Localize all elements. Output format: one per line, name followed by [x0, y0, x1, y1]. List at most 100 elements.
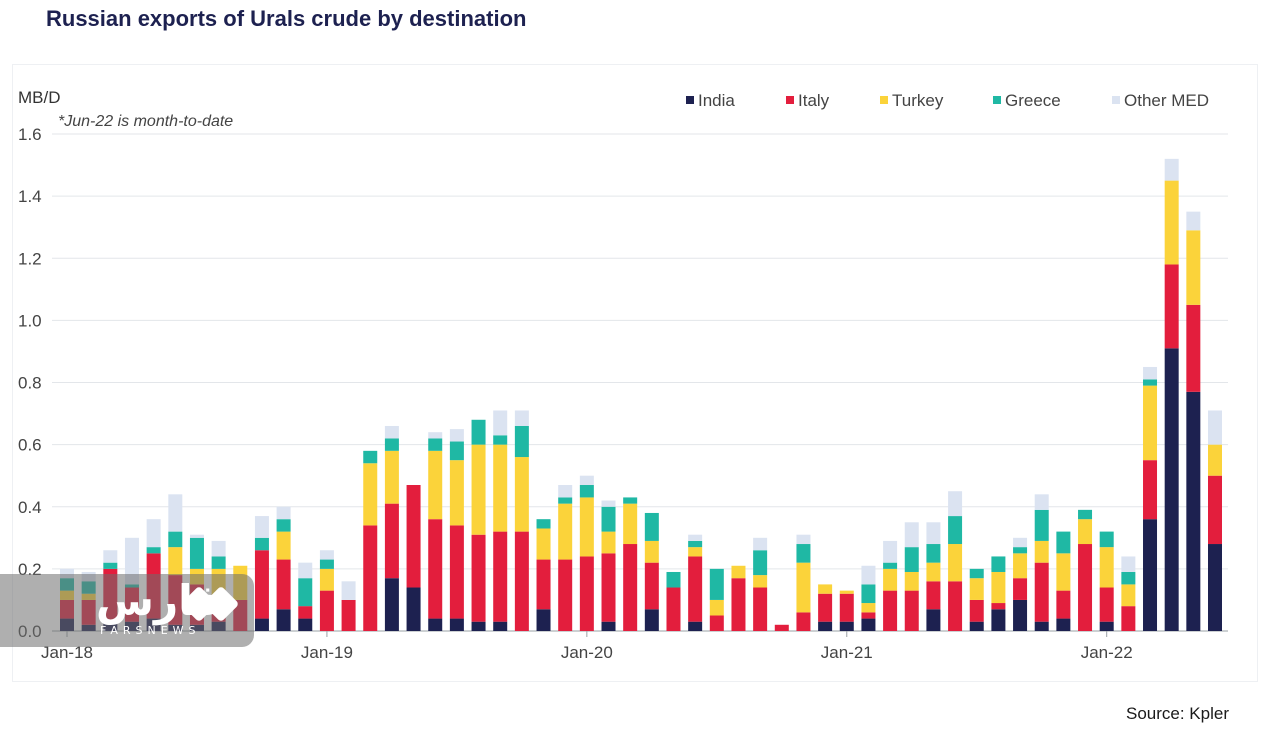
bar-other-med — [341, 581, 356, 600]
bar-india — [644, 609, 659, 631]
bar-other-med — [449, 429, 464, 442]
bar-other-med — [1013, 537, 1028, 548]
bar-turkey — [861, 603, 876, 613]
bar-turkey — [1034, 540, 1049, 563]
bar-italy — [254, 550, 269, 619]
bar-turkey — [1056, 553, 1071, 591]
bar-italy — [688, 556, 703, 622]
bar-india — [449, 618, 464, 631]
bar-other-med — [384, 425, 399, 439]
bar-other-med — [298, 562, 313, 579]
bar-india — [688, 621, 703, 631]
farsnews-watermark: فارس FARSNEWS — [0, 574, 254, 647]
bar-greece — [1078, 509, 1093, 520]
bar-other-med — [926, 522, 941, 545]
bar-greece — [1121, 571, 1136, 585]
bar-greece — [298, 578, 313, 607]
bar-greece — [1013, 547, 1028, 554]
bar-italy — [1121, 606, 1136, 631]
bar-italy — [948, 581, 963, 631]
bar-india — [298, 618, 313, 631]
legend-swatch — [880, 96, 888, 104]
bar-italy — [666, 587, 681, 631]
bar-italy — [341, 599, 356, 631]
x-tick-label: Jan-22 — [1081, 643, 1133, 662]
bar-italy — [1186, 304, 1201, 392]
bar-turkey — [558, 503, 573, 560]
chart-note: *Jun-22 is month-to-date — [58, 113, 233, 130]
bar-other-med — [146, 519, 161, 548]
bar-greece — [601, 506, 616, 532]
bar-turkey — [449, 460, 464, 526]
bar-italy — [926, 581, 941, 610]
bar-india — [1164, 348, 1179, 631]
legend-swatch — [1112, 96, 1120, 104]
bar-italy — [579, 556, 594, 631]
bar-italy — [471, 534, 486, 622]
bar-other-med — [60, 568, 74, 579]
bar-greece — [1143, 379, 1158, 386]
bar-italy — [1013, 578, 1028, 600]
bar-italy — [298, 606, 313, 619]
bar-greece — [688, 540, 703, 548]
bars-group — [60, 158, 1222, 631]
bar-turkey — [796, 562, 811, 613]
legend-label: Italy — [798, 91, 830, 110]
legend-label: India — [698, 91, 735, 110]
bar-turkey — [753, 575, 768, 588]
bar-italy — [1034, 562, 1049, 622]
bar-italy — [558, 559, 573, 631]
bar-greece — [861, 584, 876, 604]
bar-other-med — [103, 550, 118, 563]
bar-india — [818, 621, 833, 631]
bar-turkey — [904, 571, 919, 591]
bar-italy — [991, 603, 1006, 610]
bar-italy — [1143, 460, 1158, 520]
bar-other-med — [514, 410, 529, 426]
bar-other-med — [883, 540, 898, 563]
bar-other-med — [189, 534, 204, 538]
bar-other-med — [428, 432, 443, 439]
bar-other-med — [124, 537, 139, 585]
bar-turkey — [709, 599, 724, 616]
bar-greece — [319, 559, 334, 569]
bar-italy — [514, 531, 529, 631]
bar-greece — [666, 571, 681, 588]
bar-turkey — [926, 562, 941, 582]
bar-greece — [883, 562, 898, 569]
bar-other-med — [1208, 410, 1222, 445]
bar-other-med — [1121, 556, 1136, 572]
bar-italy — [406, 485, 421, 588]
bar-india — [276, 609, 291, 631]
x-tick-label: Jan-21 — [821, 643, 873, 662]
bar-greece — [796, 544, 811, 563]
bar-turkey — [1208, 444, 1222, 476]
bar-india — [1034, 621, 1049, 631]
bar-greece — [623, 497, 638, 504]
bar-italy — [1099, 587, 1114, 622]
bar-italy — [796, 612, 811, 631]
bar-turkey — [1143, 385, 1158, 461]
bar-turkey — [688, 547, 703, 557]
legend: India Italy Turkey Greece Other MED — [686, 91, 1209, 110]
bar-greece — [579, 485, 594, 498]
bar-greece — [1099, 531, 1114, 548]
legend-swatch — [686, 96, 694, 104]
bar-greece — [103, 562, 118, 569]
bar-turkey — [839, 590, 854, 594]
x-tick-label: Jan-19 — [301, 643, 353, 662]
bar-turkey — [948, 544, 963, 582]
watermark-logo: فارس — [96, 576, 222, 625]
bar-italy — [1208, 475, 1222, 545]
bar-other-med — [861, 565, 876, 585]
bar-other-med — [1186, 211, 1201, 231]
bar-greece — [709, 568, 724, 600]
legend-swatch — [786, 96, 794, 104]
bar-other-med — [601, 500, 616, 507]
bar-turkey — [536, 528, 551, 560]
bar-italy — [818, 593, 833, 622]
bar-other-med — [168, 494, 183, 532]
bar-turkey — [514, 457, 529, 532]
bar-italy — [384, 503, 399, 579]
